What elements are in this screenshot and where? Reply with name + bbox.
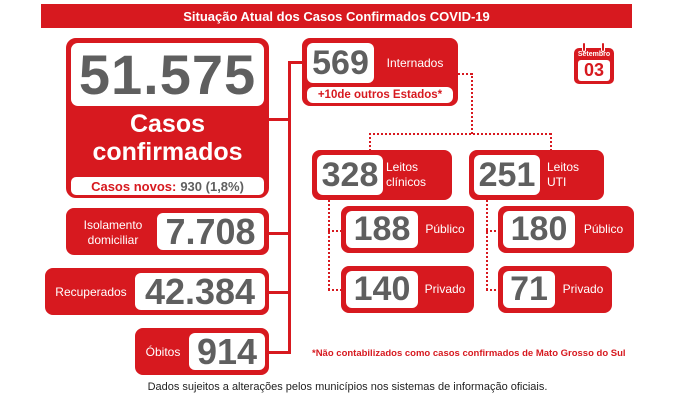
clinicos-publico-label: Público: [425, 222, 465, 236]
obitos-card: Óbitos 914: [135, 328, 269, 375]
total-cases-value: 51.575: [71, 43, 264, 106]
leitos-uti-value: 251: [474, 155, 540, 195]
dotted-connector: [369, 133, 551, 135]
clinicos-publico-card: 188 Público: [341, 206, 474, 253]
recuperados-card: Recuperados 42.384: [45, 268, 269, 315]
isolamento-label-line2: domiciliar: [87, 233, 139, 247]
internados-card: 569 Internados +10de outros Estados*: [302, 38, 458, 106]
leitos-clinicos-label-line2: clínicos: [386, 175, 427, 189]
uti-privado-label: Privado: [562, 282, 604, 296]
clinicos-privado-card: 140 Privado: [341, 266, 474, 313]
total-cases-label-line1: Casos: [129, 110, 206, 138]
recuperados-label: Recuperados: [55, 285, 127, 299]
connector-to-total: [269, 118, 289, 121]
connector-to-isolamento: [269, 232, 289, 235]
leitos-uti-label-line1: Leitos: [547, 160, 580, 174]
clinicos-privado-label: Privado: [424, 282, 466, 296]
uti-publico-value: 180: [503, 210, 575, 248]
dotted-connector: [328, 289, 342, 291]
uti-publico-label: Público: [583, 222, 624, 236]
footnote: *Não contabilizados como casos confirmad…: [312, 348, 626, 359]
total-cases-label: Casos confirmados: [68, 110, 267, 166]
dotted-connector: [471, 73, 473, 134]
obitos-label: Óbitos: [145, 345, 181, 359]
internados-outros: +10de outros Estados*: [307, 87, 453, 103]
leitos-clinicos-value: 328: [317, 155, 383, 195]
connector-trunk: [288, 61, 291, 354]
leitos-clinicos-label-line1: Leitos: [386, 160, 419, 174]
dotted-connector: [328, 230, 342, 232]
leitos-uti-label: Leitos UTI: [547, 160, 587, 190]
clinicos-privado-value: 140: [346, 270, 418, 308]
recuperados-value: 42.384: [135, 271, 265, 312]
connector-to-recuperados: [269, 291, 289, 294]
leitos-clinicos-card: 328 Leitos clínicos: [312, 150, 452, 200]
total-cases-label-line2: confirmados: [92, 138, 243, 166]
uti-publico-card: 180 Público: [498, 206, 634, 253]
leitos-uti-label-line2: UTI: [547, 175, 567, 189]
dotted-connector: [486, 289, 500, 291]
dotted-connector: [486, 230, 500, 232]
new-cases-value: 930 (1,8%): [180, 178, 244, 194]
dotted-connector: [328, 200, 330, 290]
internados-label: Internados: [386, 56, 444, 70]
new-cases-row: Casos novos: 930 (1,8%): [71, 177, 264, 195]
isolamento-label-line1: Isolamento: [83, 218, 143, 232]
connector-to-obitos: [269, 351, 289, 354]
internados-value: 569: [307, 43, 374, 83]
page-title: Situação Atual dos Casos Confirmados COV…: [41, 4, 632, 28]
calendar-month: Setembro: [577, 51, 611, 58]
calendar-day: 03: [578, 60, 610, 81]
isolamento-value: 7.708: [157, 211, 264, 252]
total-cases-card: 51.575 Casos confirmados Casos novos: 93…: [66, 38, 269, 198]
connector-to-internados: [288, 61, 304, 64]
leitos-uti-card: 251 Leitos UTI: [469, 150, 604, 200]
dotted-connector: [486, 200, 488, 290]
leitos-clinicos-label: Leitos clínicos: [386, 160, 430, 190]
uti-privado-card: 71 Privado: [498, 266, 612, 313]
isolamento-card: Isolamento domiciliar 7.708: [66, 208, 269, 255]
disclaimer-footer: Dados sujeitos a alterações pelos municí…: [147, 381, 548, 393]
dotted-connector: [458, 73, 472, 75]
dotted-connector: [369, 133, 371, 151]
new-cases-label: Casos novos:: [91, 178, 177, 194]
calendar-icon: Setembro 03: [574, 42, 614, 84]
dotted-connector: [550, 133, 552, 151]
obitos-value: 914: [189, 331, 265, 372]
isolamento-label: Isolamento domiciliar: [72, 218, 154, 248]
clinicos-publico-value: 188: [346, 210, 418, 248]
uti-privado-value: 71: [503, 270, 555, 308]
